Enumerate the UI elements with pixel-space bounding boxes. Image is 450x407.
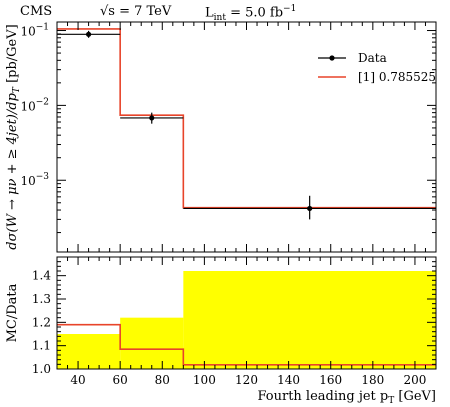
data-point (149, 115, 155, 121)
x-axis-label-subscript: T (388, 396, 394, 406)
main-y-axis-label-unit: [pb/GeV] (5, 24, 20, 87)
x-axis-label: Fourth leading jet pT [GeV] (257, 389, 436, 406)
x-tick-label: 200 (403, 373, 426, 387)
x-tick-label: 140 (277, 373, 300, 387)
x-tick-label: 120 (235, 373, 258, 387)
legend-data-label: Data (358, 51, 387, 65)
ratio-band-bin (120, 317, 184, 369)
ratio-band-bin (183, 271, 436, 369)
ratio-y-tick-label: 1.4 (32, 269, 51, 283)
ratio-y-tick-label: 1.3 (32, 292, 51, 306)
ratio-step-line (57, 323, 436, 366)
x-tick-label: 40 (70, 373, 85, 387)
x-tick-label: 100 (193, 373, 216, 387)
x-tick-label: 80 (155, 373, 170, 387)
y-tick-exponent: −3 (36, 172, 50, 182)
main-y-axis-label: dσ(W → μν + ≥ 4jet)/dpT [pb/GeV] (5, 24, 22, 249)
y-tick-exponent: −2 (36, 97, 49, 107)
legend: Data [1] 0.785525 (318, 51, 436, 84)
y-tick-label: 10−1 (20, 23, 49, 39)
legend-mc-label: [1] 0.785525 (358, 70, 436, 84)
ratio-y-tick-label: 1.2 (32, 315, 51, 329)
data-point (307, 205, 313, 212)
luminosity-superscript: −1 (283, 4, 297, 14)
luminosity-subscript: int (213, 12, 226, 23)
data-point (85, 31, 92, 37)
y-tick-exponent: −1 (36, 23, 49, 33)
x-tick-label: 60 (113, 373, 128, 387)
x-axis-label-unit: [GeV] (394, 389, 436, 404)
energy-label: √s = 7 TeV (100, 4, 172, 19)
main-y-axis-label-subscript: T (12, 86, 22, 93)
x-tick-label: 180 (361, 373, 384, 387)
luminosity-value: = 5.0 fb (225, 5, 284, 21)
ratio-y-tick-label: 1.0 (32, 362, 51, 376)
ratio-y-tick-label: 1.1 (32, 339, 51, 353)
luminosity-label: Lint = 5.0 fb−1 (205, 4, 296, 23)
x-tick-label: 160 (319, 373, 342, 387)
ratio-y-axis-label: MC/Data (5, 283, 20, 342)
legend-data-marker (329, 55, 335, 61)
y-tick-label: 10−3 (20, 172, 49, 188)
experiment-label: CMS (20, 4, 53, 19)
plot-header: CMS √s = 7 TeV Lint = 5.0 fb−1 (0, 0, 450, 23)
y-tick-label: 10−2 (20, 97, 49, 113)
ratio-band-bin (57, 334, 121, 369)
luminosity-symbol: L (205, 5, 214, 21)
